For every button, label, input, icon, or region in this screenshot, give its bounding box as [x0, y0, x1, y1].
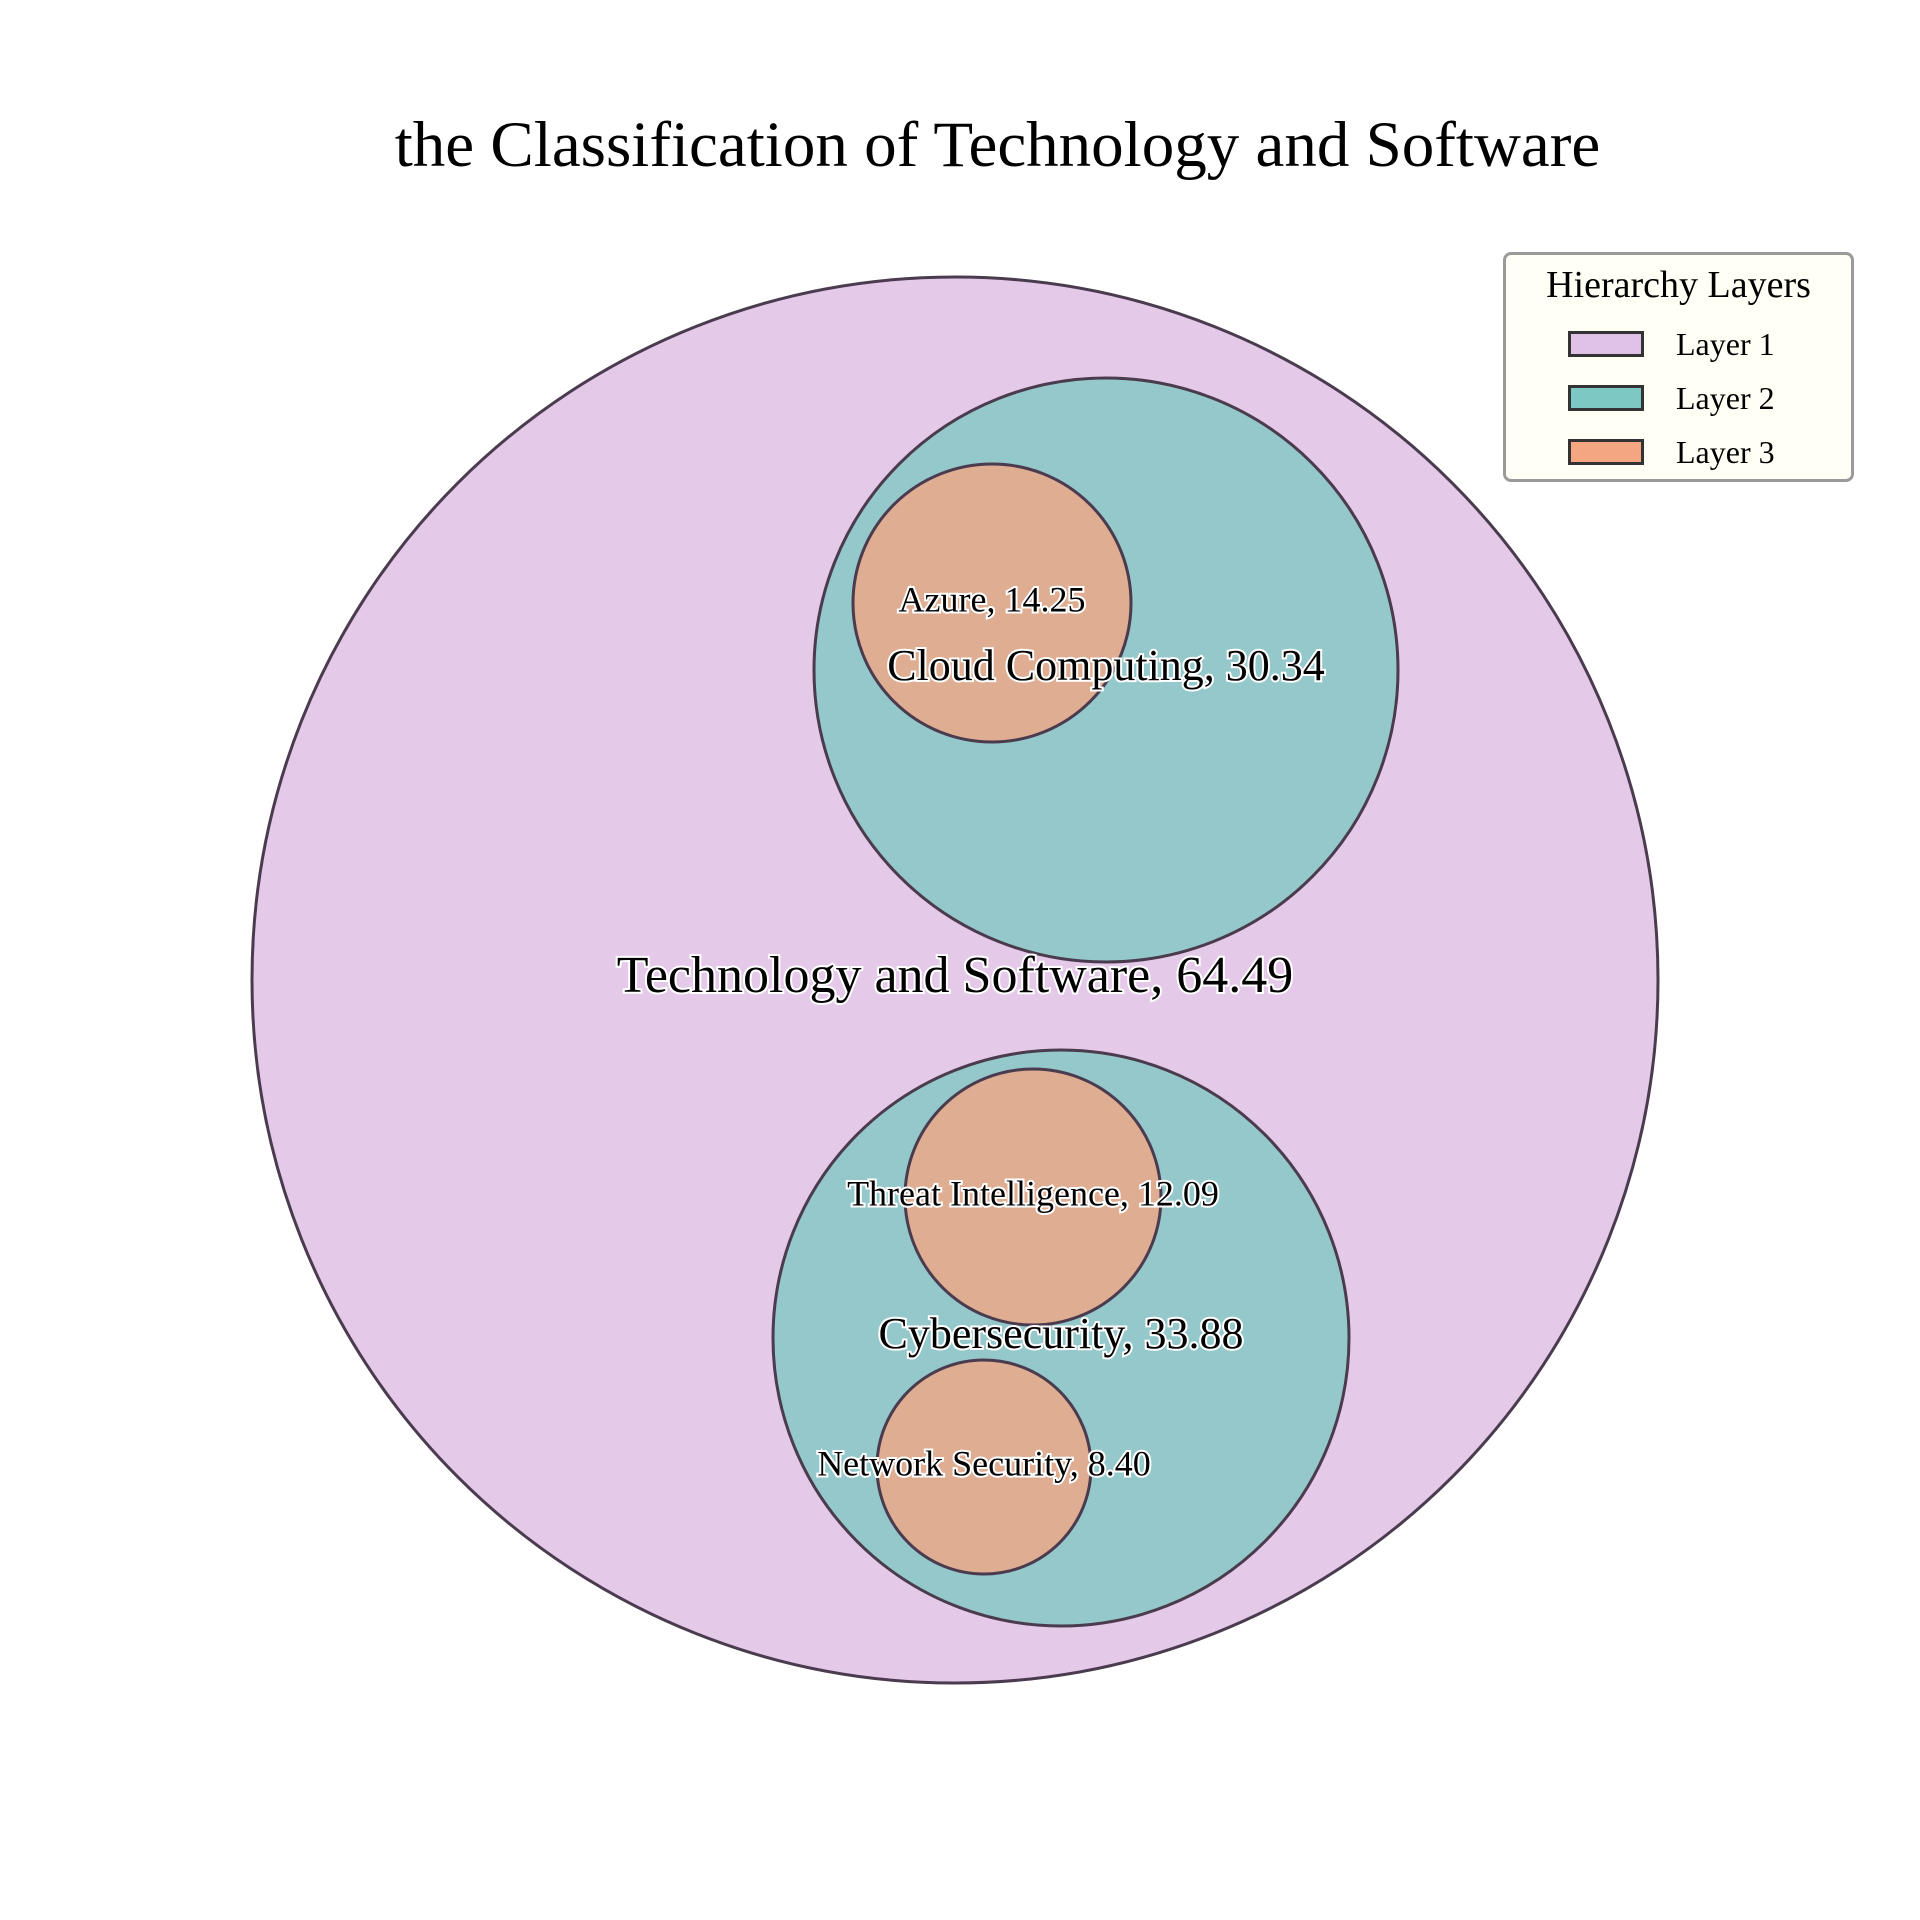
circle-azure: [851, 462, 1133, 744]
label-threat-intelligence: Threat Intelligence, 12.09: [847, 1173, 1219, 1213]
label-network-security: Network Security, 8.40: [817, 1443, 1151, 1483]
legend-item-layer-3: Layer 3: [1568, 430, 1775, 474]
label-technology-and-software: Technology and Software, 64.49: [617, 947, 1294, 1004]
legend-label: Layer 1: [1676, 325, 1775, 362]
legend-label: Layer 2: [1676, 379, 1775, 416]
legend-label: Layer 3: [1676, 433, 1775, 470]
circle-network-security: [875, 1358, 1093, 1576]
label-azure: Azure, 14.25: [899, 579, 1086, 619]
label-cybersecurity: Cybersecurity, 33.88: [879, 1309, 1244, 1358]
chart-title: the Classification of Technology and Sof…: [394, 109, 1601, 181]
legend-item-layer-2: Layer 2: [1568, 376, 1775, 420]
legend-swatch-layer-2: [1568, 385, 1644, 411]
legend-swatch-layer-1: [1568, 331, 1644, 357]
legend: Hierarchy Layers Layer 1 Layer 2 Layer 3: [1503, 252, 1854, 482]
label-cloud-computing: Cloud Computing, 30.34: [887, 641, 1325, 690]
circle-threat-intelligence: [903, 1067, 1163, 1327]
legend-title: Hierarchy Layers: [1546, 264, 1811, 306]
legend-item-layer-1: Layer 1: [1568, 322, 1775, 366]
legend-swatch-layer-3: [1568, 439, 1644, 465]
